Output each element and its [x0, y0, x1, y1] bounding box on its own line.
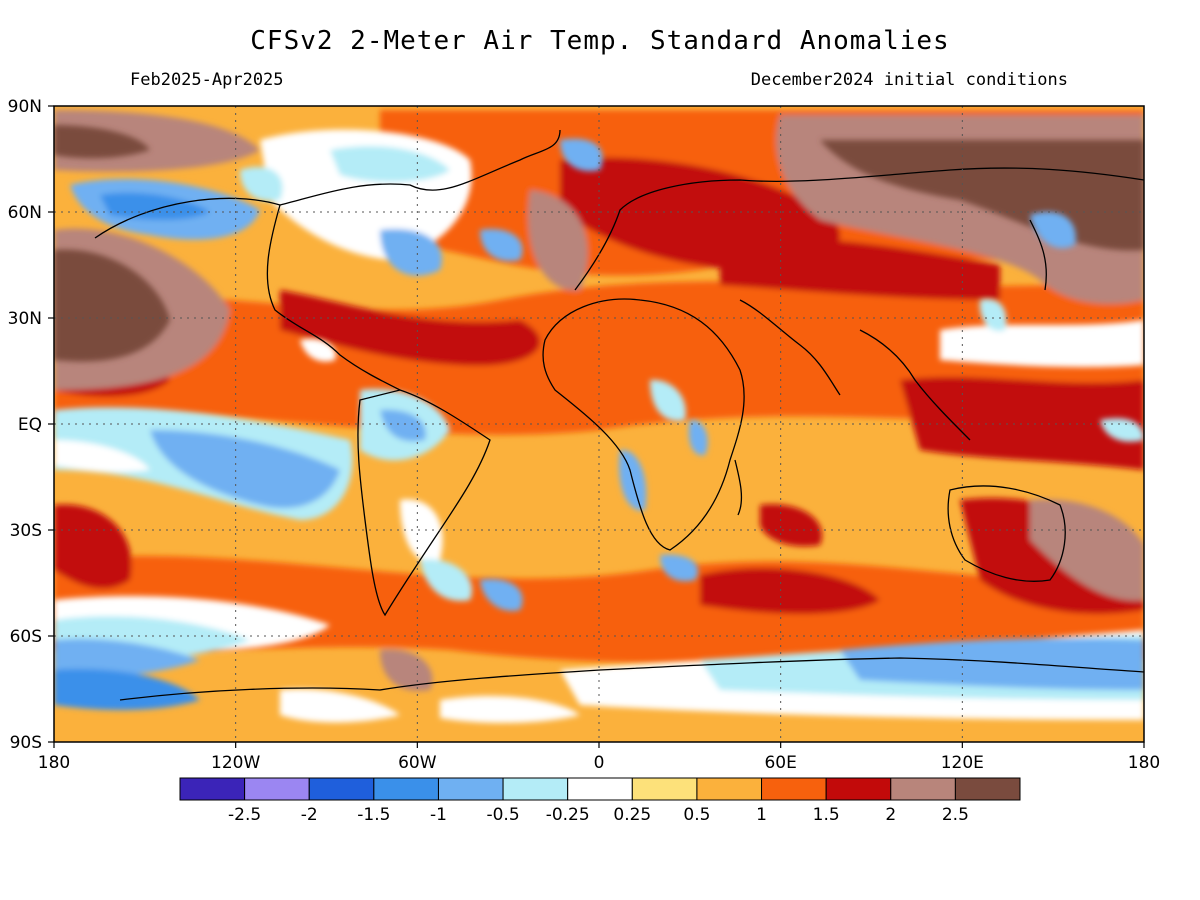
- colorbar-swatch: [761, 777, 827, 801]
- latitude-axis: 90N 60N 30N EQ 30S 60S 90S: [8, 97, 54, 753]
- lat-label: 90N: [8, 97, 42, 117]
- lat-label: 60S: [10, 627, 42, 647]
- lat-label: 30N: [8, 309, 42, 329]
- initial-conditions: December2024 initial conditions: [750, 70, 1068, 90]
- colorbar-label: 1.5: [813, 805, 840, 825]
- longitude-axis: 180 120W 60W 0 60E 120E 180: [38, 742, 1160, 773]
- colorbar-label: -2: [301, 805, 318, 825]
- lat-label: 60N: [8, 203, 42, 223]
- colorbar-swatch: [631, 777, 698, 801]
- colorbar-swatch: [696, 777, 763, 801]
- colorbar-label: 0.5: [683, 805, 710, 825]
- lon-label: 120E: [941, 753, 984, 773]
- colorbar-label: 2: [885, 805, 896, 825]
- lon-label: 120W: [211, 753, 260, 773]
- lon-label: 60W: [398, 753, 437, 773]
- lat-label: 90S: [10, 733, 42, 753]
- colorbar-label: -2.5: [228, 805, 261, 825]
- forecast-period: Feb2025-Apr2025: [130, 70, 284, 90]
- lon-label: 60E: [764, 753, 796, 773]
- lat-label: EQ: [18, 415, 42, 435]
- lon-label: 180: [1128, 753, 1160, 773]
- colorbar-label: -0.25: [546, 805, 590, 825]
- colorbar-label: -1.5: [357, 805, 390, 825]
- colorbar-swatch: [954, 777, 1021, 801]
- colorbar-swatch: [437, 777, 504, 801]
- anomaly-field: [54, 106, 1144, 742]
- colorbar-label: 1: [756, 805, 767, 825]
- colorbar-swatch: [179, 777, 246, 801]
- colorbar-swatch: [825, 777, 892, 801]
- lat-label: 30S: [10, 521, 42, 541]
- colorbar-label: 2.5: [942, 805, 969, 825]
- colorbar-swatch: [567, 777, 633, 801]
- colorbar-swatch: [502, 777, 569, 801]
- colorbar-swatch: [308, 777, 375, 801]
- colorbar-swatch: [890, 777, 956, 801]
- colorbar-label: -1: [430, 805, 447, 825]
- colorbar-label: 0.25: [613, 805, 651, 825]
- colorbar-label: -0.5: [486, 805, 519, 825]
- lon-label: 180: [38, 753, 70, 773]
- map-title: CFSv2 2-Meter Air Temp. Standard Anomali…: [250, 26, 950, 56]
- coastlines: [94, 129, 1144, 701]
- colorbar: -2.5 -2 -1.5 -1 -0.5 -0.25 0.25 0.5 1 1.5 2 2.5: [179, 777, 1021, 825]
- lon-label: 0: [594, 753, 605, 773]
- colorbar-swatch: [244, 777, 310, 801]
- graticule: [54, 106, 1144, 742]
- colorbar-swatch: [373, 777, 439, 801]
